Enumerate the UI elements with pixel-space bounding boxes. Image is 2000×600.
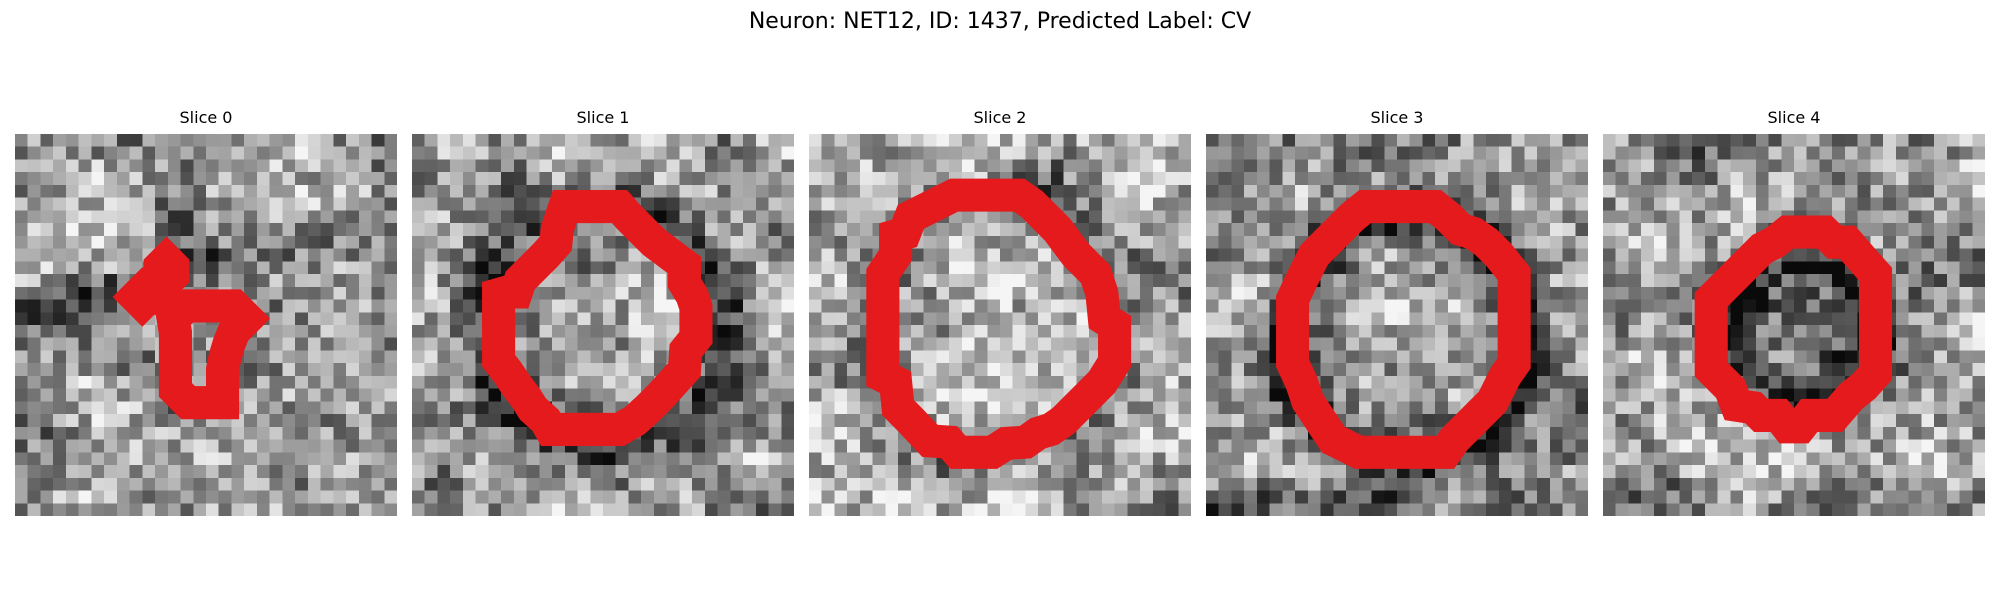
slice-image-4 — [1603, 134, 1985, 516]
slice-title-4: Slice 4 — [1767, 108, 1821, 127]
slice-title-2: Slice 2 — [973, 108, 1027, 127]
segmentation-contour — [1694, 215, 1893, 444]
slice-image-2 — [809, 134, 1191, 516]
figure-title: Neuron: NET12, ID: 1437, Predicted Label… — [748, 9, 1252, 34]
slice-panel-1: Slice 1 — [412, 108, 794, 516]
slice-panel-0: Slice 0 — [15, 108, 397, 516]
slice-panel-4: Slice 4 — [1603, 108, 1985, 516]
segmentation-contour — [482, 190, 713, 446]
slice-title-0: Slice 0 — [179, 108, 233, 127]
segmentation-contour-small — [112, 267, 173, 327]
segmentation-contour — [866, 178, 1132, 469]
slice-title-3: Slice 3 — [1370, 108, 1424, 127]
slice-image-3 — [1206, 134, 1588, 516]
segmentation-contour — [154, 289, 271, 420]
slice-panel-2: Slice 2 — [809, 108, 1191, 516]
slice-image-0 — [15, 134, 397, 516]
slice-panel-3: Slice 3 — [1206, 108, 1588, 516]
segmentation-contour — [1276, 190, 1531, 469]
slice-image-1 — [412, 134, 794, 516]
slice-title-1: Slice 1 — [576, 108, 630, 127]
